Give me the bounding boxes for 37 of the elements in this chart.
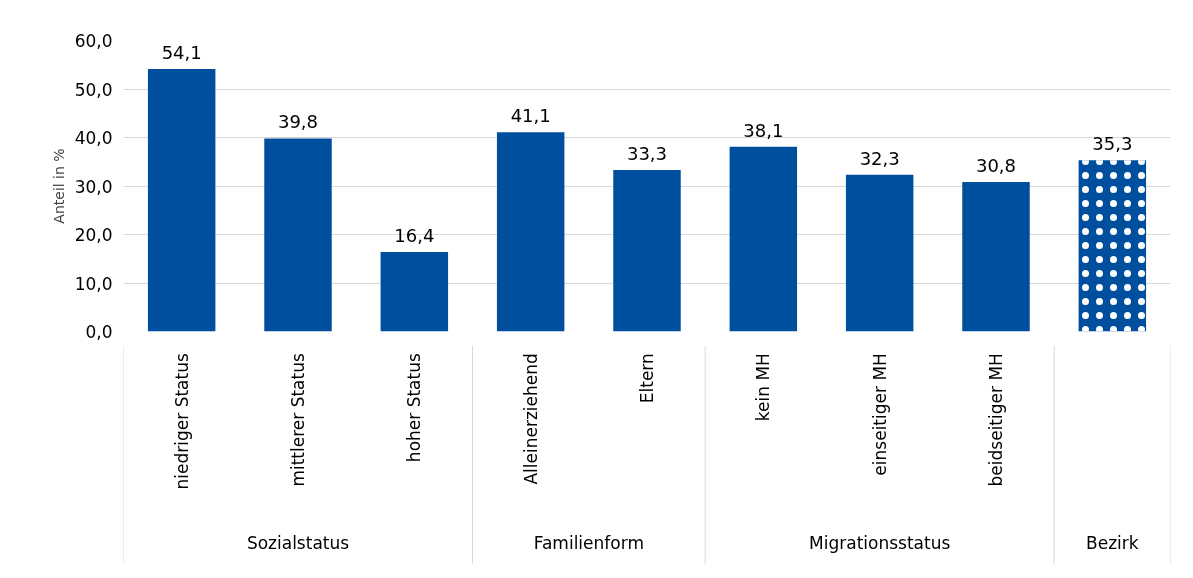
x-tick-label: beidseitiger MH (986, 353, 1006, 487)
bar (613, 169, 681, 332)
x-tick-label: einseitiger MH (869, 353, 890, 476)
bar (264, 138, 332, 332)
data-label: 54,1 (161, 42, 202, 64)
x-tick-label: hoher Status (404, 353, 425, 463)
x-tick-label: kein MH (753, 353, 774, 422)
x-tick-label: niedriger Status (171, 353, 192, 490)
data-label: 32,3 (859, 147, 900, 169)
y-tick-label: 0,0 (85, 322, 113, 342)
bar (147, 69, 216, 332)
y-tick-label: 20,0 (74, 225, 113, 245)
bar (962, 182, 1030, 332)
y-tick-label: 40,0 (74, 128, 113, 148)
x-tick-label: Alleinerziehend (520, 353, 541, 485)
bar (845, 174, 914, 332)
y-tick-label: 30,0 (74, 176, 113, 197)
data-label: 16,4 (394, 224, 435, 246)
bar (729, 146, 798, 332)
text: Bezirk (1086, 532, 1139, 553)
y-tick-label: 10,0 (74, 273, 113, 294)
x-tick-label: mittlerer Status (288, 353, 308, 487)
y-tick-label: 50,0 (74, 79, 113, 100)
data-label: 30,8 (975, 155, 1017, 177)
bar (496, 132, 565, 332)
text: Familienform (533, 532, 644, 553)
data-label: 33,3 (626, 142, 668, 164)
y-tick-label: 60,0 (74, 31, 113, 51)
data-label: 39,8 (277, 111, 319, 133)
data-label: 35,3 (1092, 133, 1133, 155)
x-tick-label: Eltern (637, 353, 657, 404)
text: Migrationsstatus (809, 532, 951, 553)
text: Sozialstatus (246, 532, 350, 553)
data-label: 41,1 (510, 105, 551, 127)
y-axis-title: Anteil in % (50, 148, 67, 224)
bar (380, 251, 449, 332)
data-label: 38,1 (743, 119, 784, 141)
